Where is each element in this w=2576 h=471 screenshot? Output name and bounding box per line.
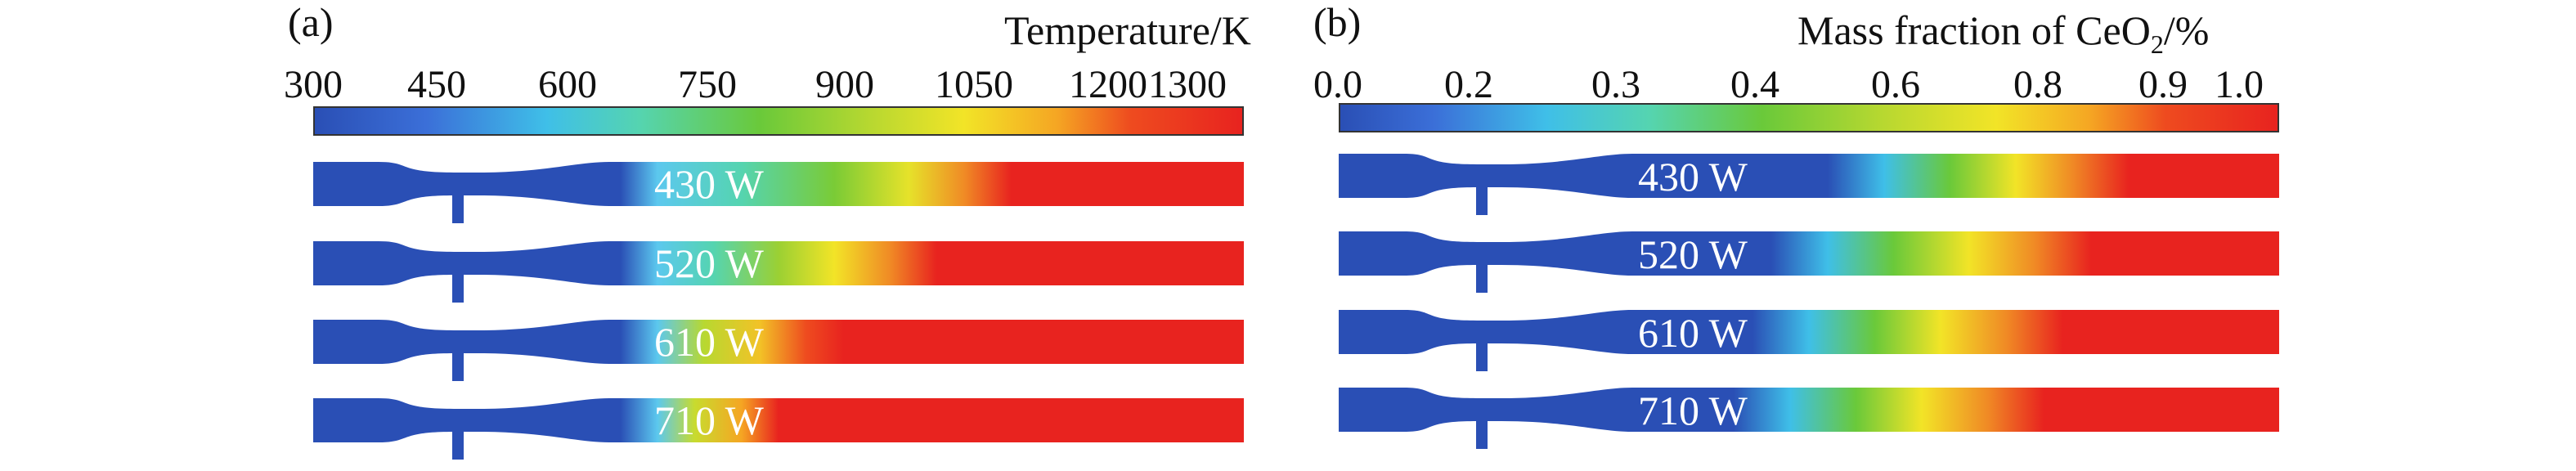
mf-tick-0-6: 0.6	[1871, 63, 1920, 106]
mass-fraction-nozzle-710w	[1339, 388, 2279, 432]
temperature-nozzle-710w-injector-stub	[452, 430, 464, 460]
temperature-colorbar-title: Temperature/K	[1004, 7, 1251, 53]
mf-tick-1-0: 1.0	[2215, 63, 2264, 106]
mass-case-label-520w: 520 W	[1638, 231, 1748, 277]
mass-fraction-title-unit: /%	[2163, 7, 2210, 53]
temp-tick-1050: 1050	[935, 63, 1013, 106]
mf-tick-0-4: 0.4	[1730, 63, 1779, 106]
temperature-nozzle-430w	[313, 162, 1244, 206]
temperature-colorbar	[313, 106, 1244, 136]
mf-tick-0-3: 0.3	[1591, 63, 1640, 106]
mass-fraction-nozzle-610w-injector-stub	[1476, 342, 1488, 371]
mass-fraction-colorbar	[1339, 103, 2279, 132]
temp-case-label-710w: 710 W	[654, 397, 764, 443]
temperature-nozzle-610w	[313, 320, 1244, 364]
temp-tick-300: 300	[284, 63, 343, 106]
mass-fraction-title-text: Mass fraction of CeO	[1797, 7, 2151, 53]
mass-fraction-title-subscript: 2	[2150, 29, 2164, 59]
temp-tick-600: 600	[538, 63, 597, 106]
mf-tick-0-9: 0.9	[2138, 63, 2188, 106]
mf-tick-0-2: 0.2	[1444, 63, 1493, 106]
mf-tick-0-0: 0.0	[1313, 63, 1362, 106]
mass-fraction-nozzle-610w	[1339, 310, 2279, 354]
panel-b-label: (b)	[1313, 0, 1362, 45]
mass-case-label-430w: 430 W	[1638, 154, 1748, 200]
mass-fraction-nozzle-710w-injector-stub	[1476, 419, 1488, 449]
temperature-nozzle-520w	[313, 241, 1244, 285]
mass-fraction-nozzle-520w-injector-stub	[1476, 263, 1488, 293]
temperature-nozzle-520w-injector-stub	[452, 273, 464, 303]
mass-case-label-710w: 710 W	[1638, 388, 1748, 433]
temp-case-label-610w: 610 W	[654, 319, 764, 365]
temp-tick-1200: 1200	[1069, 63, 1147, 106]
temp-case-label-430w: 430 W	[654, 161, 764, 207]
temp-tick-900: 900	[815, 63, 874, 106]
temperature-nozzle-610w-injector-stub	[452, 352, 464, 381]
mass-fraction-nozzle-430w-injector-stub	[1476, 186, 1488, 215]
mass-fraction-colorbar-title: Mass fraction of CeO2/%	[1797, 10, 2209, 57]
temp-tick-450: 450	[407, 63, 466, 106]
temp-case-label-520w: 520 W	[654, 240, 764, 286]
temperature-nozzle-430w-injector-stub	[452, 194, 464, 223]
temperature-nozzle-710w	[313, 398, 1244, 442]
panel-a-label: (a)	[288, 0, 334, 45]
mf-tick-0-8: 0.8	[2013, 63, 2062, 106]
mass-fraction-nozzle-430w	[1339, 154, 2279, 198]
mass-case-label-610w: 610 W	[1638, 310, 1748, 356]
temp-tick-1300: 1300	[1148, 63, 1227, 106]
mass-fraction-nozzle-520w	[1339, 231, 2279, 276]
temp-tick-750: 750	[678, 63, 737, 106]
